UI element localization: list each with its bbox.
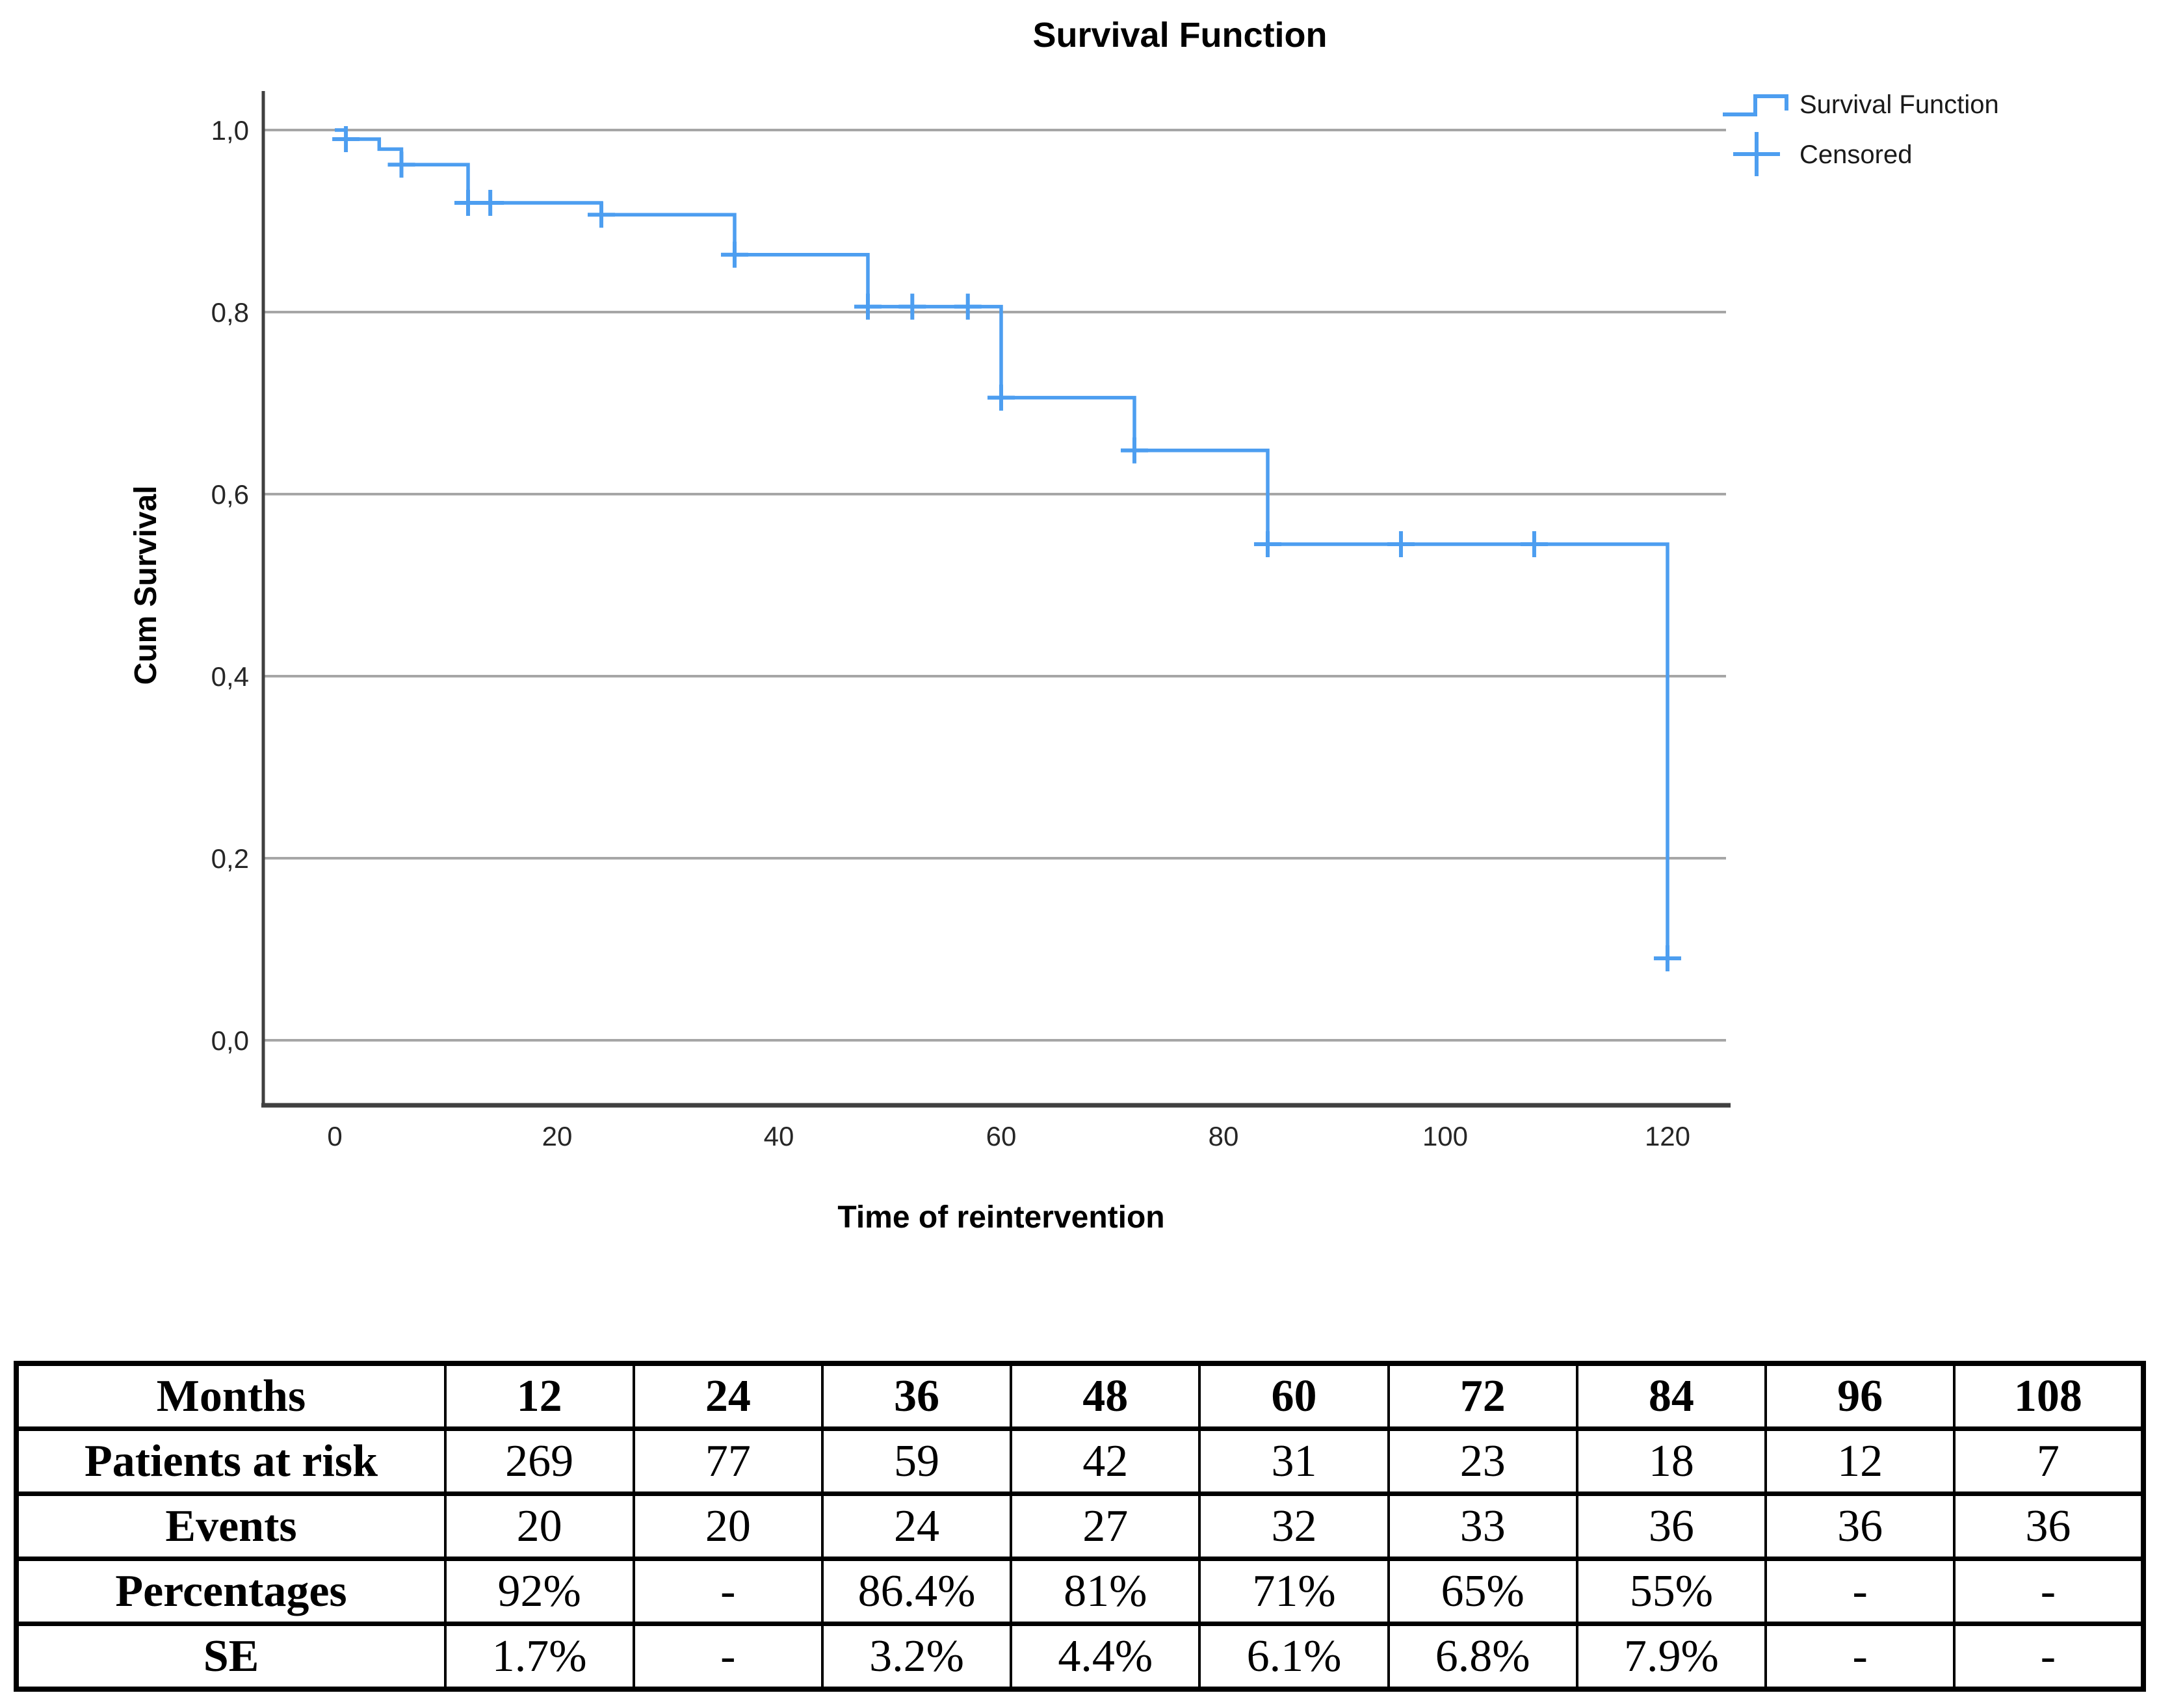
legend-plus-icon — [1733, 132, 1780, 176]
table-cell: 27 — [1010, 1491, 1201, 1561]
table-cell: 7.9% — [1575, 1622, 1768, 1692]
censored-mark — [332, 126, 360, 152]
table-cell: 6.8% — [1387, 1622, 1578, 1692]
table-row-months: Months 12 24 36 48 60 72 84 96 108 — [14, 1361, 2145, 1431]
table-cell: 31 — [1198, 1426, 1390, 1496]
x-tick: 60 — [986, 1121, 1017, 1151]
row-label: Percentages — [14, 1557, 447, 1626]
row-label: SE — [14, 1622, 447, 1692]
table-cell: 269 — [443, 1426, 635, 1496]
table-cell: 71% — [1198, 1557, 1390, 1626]
censored-mark — [1387, 531, 1415, 557]
table-row-events: Events 20 20 24 27 32 33 36 36 36 — [14, 1491, 2145, 1561]
table-cell: 36 — [820, 1361, 1013, 1431]
row-label: Patients at risk — [14, 1426, 447, 1496]
x-tick: 0 — [327, 1121, 342, 1151]
censored-mark — [854, 293, 882, 320]
table-cell: 4.4% — [1010, 1622, 1201, 1692]
kaplan-meier-chart: Survival Function 1,0 0,8 0,6 0,4 0,2 0,… — [129, 16, 1999, 1235]
censored-mark — [1253, 531, 1281, 557]
y-tick: 0,8 — [211, 297, 249, 328]
table-cell: 36 — [1575, 1491, 1768, 1561]
table-cell: 7 — [1953, 1426, 2145, 1496]
row-label: Events — [14, 1491, 447, 1561]
x-axis-title: Time of reintervention — [837, 1200, 1164, 1235]
survival-summary-table: Months 12 24 36 48 60 72 84 96 108 Patie… — [13, 1361, 2146, 1692]
censored-mark — [954, 293, 982, 320]
row-label: Months — [14, 1361, 447, 1431]
table-cell: 72 — [1387, 1361, 1578, 1431]
table-cell: 33 — [1387, 1491, 1578, 1561]
censored-mark — [387, 151, 415, 178]
table-cell: - — [1764, 1557, 1956, 1626]
table-cell: 32 — [1198, 1491, 1390, 1561]
table-cell: 81% — [1010, 1557, 1201, 1626]
legend-step-line-icon — [1723, 94, 1788, 116]
table-cell: - — [1953, 1557, 2145, 1626]
legend-survival-label: Survival Function — [1799, 90, 1999, 119]
table-cell: 3.2% — [820, 1622, 1013, 1692]
chart-title: Survival Function — [1032, 16, 1327, 55]
table-cell: 86.4% — [820, 1557, 1013, 1626]
x-tick: 40 — [764, 1121, 794, 1151]
table-cell: 84 — [1575, 1361, 1768, 1431]
table-cell: 12 — [1764, 1426, 1956, 1496]
table-cell: 108 — [1953, 1361, 2145, 1431]
table-cell: 96 — [1764, 1361, 1956, 1431]
table-cell: - — [1953, 1622, 2145, 1692]
censored-mark — [898, 293, 926, 320]
table-cell: 65% — [1387, 1557, 1578, 1626]
table-cell: 20 — [443, 1491, 635, 1561]
survival-curve-layer — [332, 126, 1681, 971]
x-tick: 120 — [1645, 1121, 1690, 1151]
censored-mark — [720, 241, 748, 268]
y-tick: 0,4 — [211, 661, 249, 692]
y-tick: 0,2 — [211, 843, 249, 874]
y-tick: 1,0 — [211, 115, 249, 146]
y-axis-title: Cum Survival — [129, 486, 163, 685]
table-cell: 12 — [443, 1361, 635, 1431]
x-tick-labels: 0 20 40 60 80 100 120 — [327, 1121, 1690, 1151]
censored-mark — [1120, 437, 1148, 464]
censored-mark — [477, 190, 504, 216]
table-cell: - — [632, 1557, 824, 1626]
table-cell: 36 — [1953, 1491, 2145, 1561]
table-cell: 24 — [632, 1361, 824, 1431]
table-cell: 18 — [1575, 1426, 1768, 1496]
table-cell: 23 — [1387, 1426, 1578, 1496]
x-tick: 100 — [1422, 1121, 1468, 1151]
censored-mark — [987, 384, 1015, 411]
censored-mark — [1520, 531, 1548, 557]
censored-mark — [587, 202, 615, 228]
x-tick: 80 — [1209, 1121, 1239, 1151]
legend: Survival Function Censored — [1723, 90, 1999, 176]
table-cell: - — [632, 1622, 824, 1692]
table-cell: 20 — [632, 1491, 824, 1561]
table-cell: 92% — [443, 1557, 635, 1626]
y-tick: 0,0 — [211, 1025, 249, 1056]
table-row-patients-at-risk: Patients at risk 269 77 59 42 31 23 18 1… — [14, 1426, 2145, 1496]
survival-curve — [335, 128, 1669, 958]
table-cell: 36 — [1764, 1491, 1956, 1561]
table-row-se: SE 1.7% - 3.2% 4.4% 6.1% 6.8% 7.9% - - — [14, 1622, 2145, 1692]
table-cell: 77 — [632, 1426, 824, 1496]
table-cell: 1.7% — [443, 1622, 635, 1692]
y-tick: 0,6 — [211, 479, 249, 510]
table-cell: 59 — [820, 1426, 1013, 1496]
table-cell: 48 — [1010, 1361, 1201, 1431]
table-cell: 60 — [1198, 1361, 1390, 1431]
table-cell: 42 — [1010, 1426, 1201, 1496]
table-row-percentages: Percentages 92% - 86.4% 81% 71% 65% 55% … — [14, 1557, 2145, 1626]
table-cell: 6.1% — [1198, 1622, 1390, 1692]
gridlines — [264, 129, 1726, 1042]
table-cell: 24 — [820, 1491, 1013, 1561]
x-tick: 20 — [542, 1121, 573, 1151]
table-cell: 55% — [1575, 1557, 1768, 1626]
legend-censored-label: Censored — [1799, 140, 1912, 169]
table-cell: - — [1764, 1622, 1956, 1692]
censored-mark — [1653, 945, 1681, 971]
y-tick-labels: 1,0 0,8 0,6 0,4 0,2 0,0 — [211, 115, 249, 1056]
